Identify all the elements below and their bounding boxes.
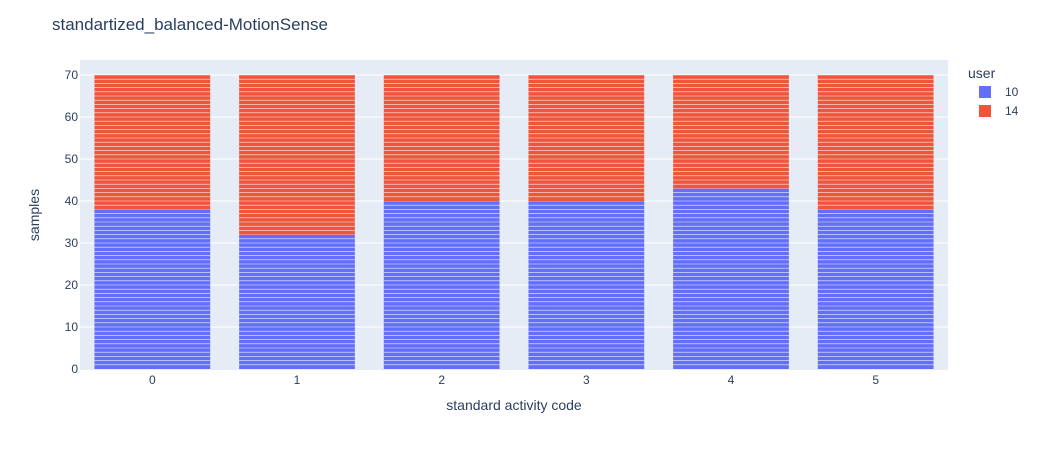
y-tick-label: 40 bbox=[65, 194, 79, 208]
legend-item-10[interactable]: 10 bbox=[979, 85, 1019, 99]
y-tick-label: 50 bbox=[65, 152, 79, 166]
x-tick-label: 0 bbox=[149, 373, 156, 387]
bar-segment-10[interactable] bbox=[528, 200, 645, 369]
legend-title: user bbox=[968, 65, 996, 81]
plot-area bbox=[80, 60, 948, 370]
bar-segment-14[interactable] bbox=[94, 74, 211, 210]
x-axis-title: standard activity code bbox=[446, 397, 582, 413]
bar-segment-14[interactable] bbox=[817, 74, 934, 210]
x-tick-label: 2 bbox=[438, 373, 445, 387]
y-tick-label: 60 bbox=[65, 110, 79, 124]
bar-segment-14[interactable] bbox=[383, 74, 500, 201]
y-tick-label: 20 bbox=[65, 278, 79, 292]
x-tick-labels: 0 1 2 3 4 5 bbox=[149, 373, 879, 387]
bar-segment-10[interactable] bbox=[383, 200, 500, 369]
bar[interactable] bbox=[673, 188, 789, 369]
legend-swatch bbox=[979, 105, 991, 117]
legend-label: 10 bbox=[1005, 85, 1019, 99]
y-tick-label: 10 bbox=[65, 320, 79, 334]
legend-label: 14 bbox=[1005, 104, 1019, 118]
bar-segment-14[interactable] bbox=[673, 74, 789, 189]
legend-swatch bbox=[979, 86, 991, 98]
y-gridlines bbox=[80, 74, 948, 328]
y-tick-labels: 0 10 20 30 40 50 60 70 bbox=[65, 68, 79, 376]
legend-item-14[interactable]: 14 bbox=[979, 104, 1019, 118]
y-tick-label: 0 bbox=[71, 362, 78, 376]
x-tick-label: 1 bbox=[294, 373, 301, 387]
bar[interactable] bbox=[673, 75, 789, 189]
bar-segment-14[interactable] bbox=[239, 74, 355, 235]
y-tick-label: 30 bbox=[65, 236, 79, 250]
bar-segment-14[interactable] bbox=[528, 74, 645, 201]
x-tick-label: 3 bbox=[583, 373, 590, 387]
bar-segment-10[interactable] bbox=[94, 209, 211, 369]
bar-segment-10[interactable] bbox=[673, 188, 789, 369]
legend: user 10 14 bbox=[968, 65, 1019, 118]
y-tick-label: 70 bbox=[65, 68, 79, 82]
x-tick-label: 5 bbox=[872, 373, 879, 387]
y-axis-title: samples bbox=[26, 189, 42, 241]
bar-segment-10[interactable] bbox=[239, 234, 355, 369]
bar-segment-10[interactable] bbox=[817, 209, 934, 369]
chart-title: standartized_balanced-MotionSense bbox=[52, 15, 328, 34]
bar-series bbox=[94, 74, 934, 369]
x-tick-label: 4 bbox=[728, 373, 735, 387]
